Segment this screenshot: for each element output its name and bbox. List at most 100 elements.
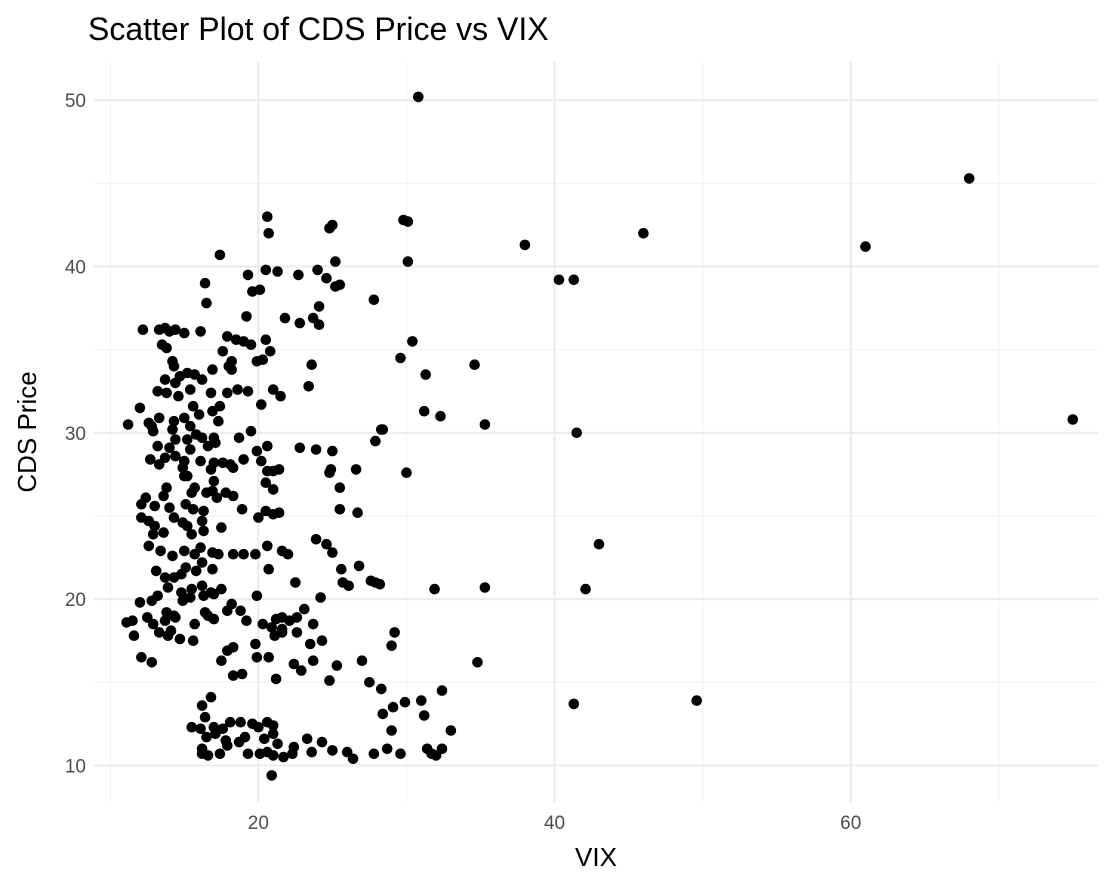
data-point [287, 748, 298, 760]
data-point [301, 733, 313, 745]
data-point [198, 505, 209, 517]
data-point [152, 440, 163, 452]
x-tick-label: 60 [840, 813, 861, 834]
data-point [185, 384, 196, 395]
data-point [376, 683, 387, 695]
data-point [356, 655, 368, 666]
data-point [227, 490, 239, 502]
data-point [205, 387, 217, 399]
data-point [1067, 414, 1079, 425]
data-point [182, 434, 193, 445]
tick-labels: 20 40 60 10 20 30 40 50 [65, 91, 861, 834]
data-point [260, 477, 272, 489]
data-point [593, 538, 605, 550]
data-point [227, 670, 239, 681]
data-point [198, 590, 209, 602]
data-point [402, 216, 414, 227]
data-point [327, 745, 338, 756]
data-point [170, 434, 181, 445]
data-point [327, 445, 338, 457]
data-point [352, 507, 363, 518]
data-point [275, 390, 286, 402]
data-point [399, 696, 411, 708]
data-point [296, 665, 307, 676]
data-point [186, 487, 197, 499]
data-point [214, 249, 226, 261]
data-point [381, 743, 393, 755]
data-point [420, 369, 432, 380]
data-point [257, 354, 269, 366]
data-point [233, 736, 245, 748]
data-point [316, 635, 328, 646]
data-point [401, 467, 412, 479]
data-point [288, 658, 300, 670]
data-point [242, 748, 254, 760]
data-point [307, 655, 319, 666]
data-point [174, 633, 186, 645]
y-tick-label: 20 [65, 590, 86, 611]
data-point [168, 415, 180, 427]
data-point [159, 374, 171, 385]
grid-lines [94, 62, 1098, 802]
data-point [211, 492, 223, 504]
data-point [179, 470, 190, 482]
data-point [416, 695, 427, 706]
data-point [386, 725, 397, 736]
data-point [278, 751, 289, 763]
data-point [273, 507, 285, 518]
data-point [330, 256, 341, 267]
data-point [316, 736, 328, 748]
data-point [238, 454, 249, 465]
y-tick-label: 50 [65, 91, 86, 112]
data-point [472, 657, 483, 668]
data-point [164, 502, 175, 513]
data-point [187, 635, 199, 646]
data-point [236, 504, 248, 515]
data-point [242, 386, 254, 397]
data-point [127, 615, 138, 626]
data-point [429, 583, 440, 595]
data-point [426, 748, 437, 760]
data-point [159, 572, 171, 583]
data-point [227, 642, 239, 653]
data-point [266, 770, 278, 781]
data-point [227, 548, 239, 560]
data-point [267, 484, 279, 495]
data-point [136, 652, 147, 663]
data-point [343, 580, 355, 592]
data-point [334, 504, 346, 515]
data-point [147, 529, 159, 540]
data-point [254, 284, 266, 296]
data-point [159, 615, 171, 626]
data-point [199, 711, 211, 723]
data-point [214, 400, 226, 412]
data-point [272, 266, 283, 277]
data-point [153, 412, 165, 424]
data-point [241, 615, 252, 626]
data-point [568, 698, 580, 710]
data-point [242, 269, 254, 281]
data-point [214, 748, 226, 760]
data-point [374, 578, 386, 590]
x-tick-label: 20 [248, 813, 269, 834]
data-point [170, 377, 181, 389]
data-point [364, 677, 375, 688]
data-point [257, 618, 269, 630]
data-point [294, 317, 306, 329]
data-point [263, 652, 275, 663]
data-point [167, 424, 178, 435]
data-point [205, 464, 217, 475]
data-point [304, 638, 316, 650]
data-point [216, 583, 227, 595]
data-point [264, 346, 276, 357]
data-point [187, 504, 199, 515]
data-point [168, 361, 180, 372]
data-point [245, 425, 257, 437]
data-point [638, 228, 649, 239]
data-point [963, 173, 975, 184]
data-point [553, 274, 565, 286]
data-point [389, 627, 400, 638]
data-point [435, 410, 446, 422]
y-tick-label: 10 [65, 756, 86, 777]
data-point [310, 534, 322, 545]
